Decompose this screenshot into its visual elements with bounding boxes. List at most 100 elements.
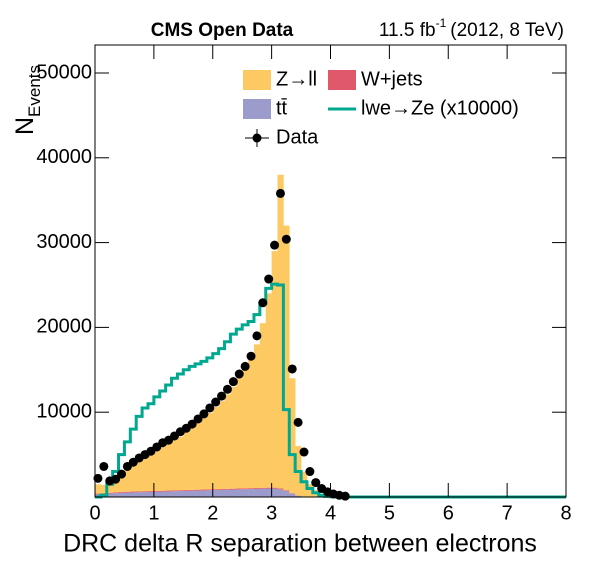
data-point	[222, 384, 232, 394]
data-point	[217, 391, 227, 401]
stack-bar	[124, 469, 131, 492]
data-point	[264, 274, 274, 284]
stack-bar	[171, 490, 178, 492]
stack-bar	[136, 491, 143, 493]
stack-bar	[218, 401, 225, 490]
lumi-text: 11.5 fb	[379, 20, 436, 41]
stack-bar	[112, 480, 119, 493]
stack-bar	[153, 490, 161, 492]
stack-bar	[177, 491, 184, 497]
stack-bar	[106, 483, 113, 493]
stack-bar	[265, 487, 272, 489]
stack-bar	[124, 491, 131, 493]
stack-bar	[259, 488, 267, 497]
stack-bar	[147, 491, 155, 497]
stack-bar	[230, 386, 237, 489]
stack-bar	[253, 488, 261, 489]
stack-bar	[130, 492, 137, 497]
legend-marker	[252, 133, 262, 143]
stack-bar	[236, 378, 243, 489]
y-tick-label: 30000	[36, 231, 92, 253]
y-label-main: N	[11, 117, 39, 135]
stack-bar	[195, 490, 202, 497]
stack-bar	[277, 489, 284, 497]
stack-bar	[295, 495, 302, 497]
data-point	[305, 467, 315, 477]
data-point	[246, 351, 256, 361]
stack-bar	[100, 493, 108, 495]
stack-bar	[230, 488, 237, 490]
stack-bar	[242, 489, 249, 497]
data-point	[270, 240, 280, 250]
stack-bar	[236, 488, 243, 490]
legend-label: W+jets	[361, 68, 423, 90]
stack-bar	[283, 491, 290, 497]
data-point	[275, 188, 285, 198]
stack-bar	[218, 489, 225, 497]
stack-bar	[271, 487, 278, 489]
data-point	[287, 364, 297, 374]
stack-bar	[142, 457, 149, 492]
x-tick-label: 0	[89, 502, 100, 524]
legend-label: lwe→Ze (x10000)	[361, 97, 519, 119]
stack-bar	[124, 492, 131, 497]
data-point	[299, 447, 309, 457]
data-point	[205, 403, 215, 413]
data-point	[193, 414, 203, 424]
y-label-sub: Events	[25, 65, 44, 117]
data-point	[199, 409, 209, 419]
stack-bar	[142, 491, 149, 493]
y-tick-label: 20000	[36, 316, 92, 338]
stack-bar	[106, 492, 113, 494]
stack-bar	[212, 490, 219, 497]
stack-bar	[259, 323, 267, 488]
y-tick-label: 50000	[36, 61, 92, 83]
stack-bar	[189, 490, 196, 497]
stack-bar	[224, 489, 231, 497]
stack-bar	[248, 358, 255, 489]
stack-bar	[277, 174, 284, 489]
data-point	[99, 461, 109, 471]
stack-bar	[112, 493, 119, 497]
stack-bar	[200, 489, 208, 491]
stack-bar	[206, 413, 214, 490]
stack-bar	[118, 475, 125, 492]
stack-bar	[183, 490, 190, 491]
data-point	[258, 298, 268, 308]
stack-bar	[153, 491, 161, 497]
stack-bar	[289, 493, 296, 497]
stack-bar	[183, 432, 190, 491]
stack-bar	[112, 492, 119, 494]
stack-bar	[271, 488, 278, 497]
stack-bar	[106, 493, 113, 497]
stack-bar	[189, 489, 196, 491]
stack-bar	[200, 418, 208, 490]
legend-swatch	[243, 99, 271, 119]
stack-bar	[136, 492, 143, 497]
stack-bar	[283, 225, 290, 491]
legend-label: Z→ll	[276, 68, 317, 90]
chart-title: CMS Open Data	[151, 20, 294, 41]
data-point	[111, 474, 121, 484]
stack-bar	[242, 369, 249, 489]
y-tick-label: 40000	[36, 146, 92, 168]
data-point	[340, 491, 350, 501]
stack-bar	[248, 489, 255, 497]
stack-bar	[218, 489, 225, 490]
stack-bar	[206, 490, 214, 497]
stack-bar	[95, 493, 102, 495]
legend-label: Data	[276, 126, 319, 148]
legend-label: tt̄	[276, 97, 288, 119]
stack-bar	[265, 488, 272, 497]
stack-bar	[159, 490, 166, 492]
data-point	[228, 377, 238, 387]
stack-bar	[301, 471, 308, 497]
data-point	[211, 397, 221, 407]
lumi-rest: (2012, 8 TeV)	[450, 20, 564, 41]
stack-bar	[177, 490, 184, 492]
stack-bar	[183, 490, 190, 497]
x-tick-label: 6	[443, 502, 454, 524]
x-tick-label: 1	[148, 502, 159, 524]
stack-bar	[100, 485, 108, 494]
data-point	[252, 331, 262, 341]
